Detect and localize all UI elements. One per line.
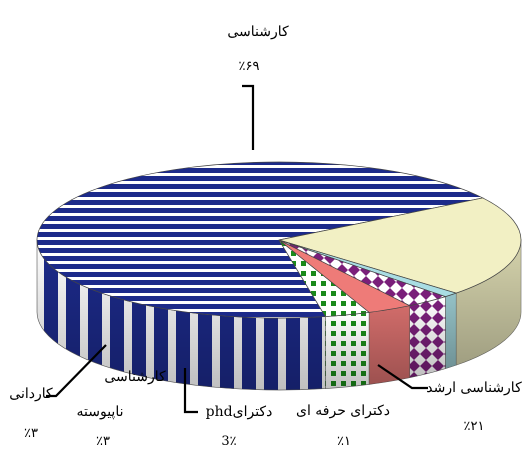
leader-line-1 — [377, 364, 428, 390]
pie-sides — [36, 239, 522, 391]
slice-percent-2: ٪۱ — [337, 434, 351, 449]
slice-label-1: کارشناسی ارشد — [426, 380, 522, 396]
pie-side-gloss-0 — [37, 239, 326, 391]
slice-percent-5: ٪۳ — [24, 426, 38, 441]
pie-tops — [36, 161, 522, 319]
pie-labels: کارشناسی ٪۶۹ کارشناسی ارشد ٪۲۱ دکترای حرفه ا… — [9, 24, 522, 449]
pie-side-gloss-5 — [325, 312, 370, 389]
slice-percent-4: ٪۳ — [96, 434, 110, 449]
slice-label-4-line-1: ناپیوسته — [77, 404, 124, 420]
pie-slice-1 — [278, 197, 522, 294]
pie-side-gloss-2 — [445, 293, 457, 369]
slice-percent-0: ٪۶۹ — [239, 59, 260, 74]
slice-label-0: کارشناسی — [227, 24, 289, 40]
pie-side-gloss-1 — [456, 239, 521, 366]
slice-label-3: دکترایphd — [206, 404, 273, 420]
pie-slice-0 — [36, 161, 484, 319]
slice-percent-1: ٪۲۱ — [464, 419, 485, 434]
slice-label-5: کاردانی — [9, 386, 53, 402]
slice-percent-3: 3٪ — [221, 434, 236, 449]
slice-label-4-line-0: کارشناسی — [104, 369, 166, 385]
leader-line-3 — [183, 368, 198, 414]
leader-line-5 — [46, 344, 107, 398]
leader-line-0 — [242, 84, 255, 150]
pie-slice-5 — [278, 239, 370, 317]
pie-side-gloss-3 — [409, 296, 446, 378]
slice-label-2: دکترای حرفه ای — [296, 403, 390, 419]
